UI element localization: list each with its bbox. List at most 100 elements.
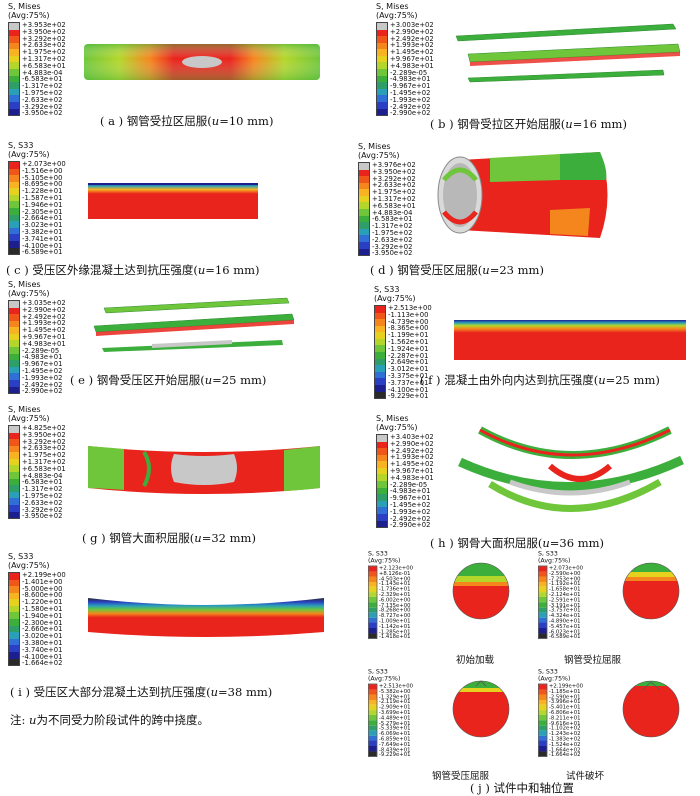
legend-value: +2.492e+02	[390, 34, 434, 43]
legend-value: -1.975e+02	[22, 491, 63, 500]
color-bar-segment	[9, 612, 19, 620]
color-bar-segment	[9, 638, 19, 646]
color-bar-segment	[377, 42, 387, 50]
color-bar-segment	[368, 689, 377, 695]
legend-value: -2.660e+01	[22, 625, 63, 634]
legend-value: -2.289e-05	[390, 480, 428, 489]
caption-d: ( d ) 钢管受压区屈服(u=23 mm)	[370, 263, 544, 277]
legend-value: +2.633e+02	[372, 181, 416, 190]
legend-value: -2.329e+01	[378, 591, 411, 598]
color-bar-segment	[359, 195, 369, 203]
color-bar-segment	[538, 704, 547, 711]
legend-value: -5.457e+01	[548, 623, 581, 630]
legend-value: -5.000e+00	[22, 584, 63, 593]
legend-value: -2.305e+01	[22, 207, 63, 216]
color-bar-segment	[368, 694, 377, 700]
legend-d: S, Mises (Avg:75%) +3.976e+02 +3.950e+02 +…	[358, 142, 416, 257]
legend-value: -9.967e+01	[390, 82, 431, 91]
color-bar-segment	[377, 467, 387, 475]
color-bar-segment	[375, 306, 385, 313]
color-bar-segment	[375, 384, 385, 392]
color-bar-segment	[538, 684, 547, 690]
legend-value: +6.583e+01	[22, 464, 66, 473]
legend-b: S, Mises (Avg:75%) +3.003e+02 +2.990e+02 +…	[376, 2, 434, 117]
legend-value: -1.664e+02	[548, 751, 581, 758]
color-bar-segment	[377, 435, 387, 442]
color-bar-segment	[377, 487, 387, 495]
color-bar	[8, 22, 20, 116]
color-bar-segment	[9, 465, 19, 473]
legend-value: -2.492e+02	[22, 380, 63, 389]
legend-value: -5.105e+00	[22, 173, 63, 182]
legend-values: +2.073e+00 -2.590e+00 -7.253e+00 -1.192e+01…	[548, 565, 583, 640]
legend-value: -2.287e+01	[388, 351, 429, 360]
color-bar-segment	[375, 319, 385, 326]
legend-value: -1.580e+01	[22, 604, 63, 613]
legend-value: -1.243e+02	[548, 730, 581, 737]
legend-value: -1.192e+01	[548, 580, 581, 587]
legend-value: +4.983e+01	[22, 339, 66, 348]
legend-value: -2.590e+01	[548, 693, 581, 700]
color-bar-segment	[9, 95, 19, 102]
legend-value: -3.737e+01	[388, 378, 429, 387]
legend-value: +2.199e+00	[22, 571, 66, 579]
color-bar-segment	[9, 645, 19, 652]
color-bar-segment	[377, 29, 387, 37]
legend-value: +2.492e+02	[390, 446, 434, 455]
legend-value: -1.587e+01	[22, 193, 63, 202]
color-bar-segment	[9, 188, 19, 195]
legend-value: -4.324e+01	[548, 612, 581, 619]
color-bar-segment	[368, 745, 377, 752]
legend-value: -3.012e+01	[388, 365, 429, 374]
legend-value: -3.292e+02	[22, 102, 63, 111]
legend-value: +2.633e+02	[22, 41, 66, 50]
legend-value: -2.492e+02	[390, 514, 431, 523]
color-bar-segment	[538, 586, 547, 593]
color-bar-segment	[9, 579, 19, 587]
legend-value: -1.495e+02	[22, 366, 63, 375]
legend-value: -1.495e+02	[390, 88, 431, 97]
color-bar-segment	[377, 494, 387, 501]
color-bar-segment	[9, 42, 19, 50]
color-bar-segment	[538, 627, 547, 634]
legend-value: -6.589e+01	[548, 633, 581, 640]
legend-value: -4.983e+01	[22, 353, 63, 362]
color-bar	[376, 22, 388, 116]
color-bar-segment	[9, 227, 19, 235]
legend-title: S, Mises	[358, 142, 391, 151]
caption-i: ( i ) 受压区大部分混凝土达到抗压强度(u=38 mm)	[10, 685, 273, 699]
legend-value: -2.124e+01	[548, 591, 581, 598]
legend-j2: S, S33 (Avg:75%) +2.073e+00 -2.590e+00 -7.…	[538, 550, 583, 639]
legend-value: +4.983e+01	[390, 473, 434, 482]
legend-value: -2.289e-05	[22, 346, 60, 355]
color-bar-segment	[377, 75, 387, 83]
color-bar-segment	[368, 633, 377, 639]
steel-section-tension-start-render	[455, 23, 681, 83]
color-bar	[358, 162, 370, 256]
color-bar-segment	[9, 55, 19, 63]
legend-value: -5.279e+01	[378, 719, 411, 727]
color-bar-segment	[9, 366, 19, 374]
legend-value: -1.736e+01	[378, 586, 411, 593]
label-tension-yield: 钢管受拉屈服	[564, 655, 622, 666]
legend-value: -8.600e+00	[22, 591, 63, 600]
legend-value: -8.439e+01	[378, 746, 411, 753]
concrete-compression-outer-render	[88, 183, 258, 219]
legend-value: -2.633e+02	[22, 95, 63, 104]
legend-values: +3.035e+02 +2.990e+02 +2.492e+02 +1.993e+02…	[22, 299, 66, 395]
color-bar	[8, 300, 20, 394]
color-bar-segment	[9, 373, 19, 380]
legend-value: +1.975e+02	[22, 451, 66, 460]
legend-value: +1.317e+02	[22, 457, 66, 466]
legend-value: -6.806e+01	[548, 709, 581, 716]
color-bar-segment	[9, 379, 19, 387]
legend-j3: S, S33 (Avg:75%) +2.513e+00 -5.382e+00 -1.…	[368, 668, 413, 757]
legend-value: -3.950e+02	[22, 512, 63, 521]
legend-value: -4.100e+01	[388, 385, 429, 394]
legend-value: -8.365e+00	[388, 324, 429, 333]
color-bar-segment	[9, 194, 19, 202]
legend-value: +3.035e+02	[22, 299, 66, 307]
color-bar-segment	[9, 619, 19, 626]
color-bar	[368, 683, 378, 757]
legend-value: +1.495e+02	[22, 326, 66, 335]
